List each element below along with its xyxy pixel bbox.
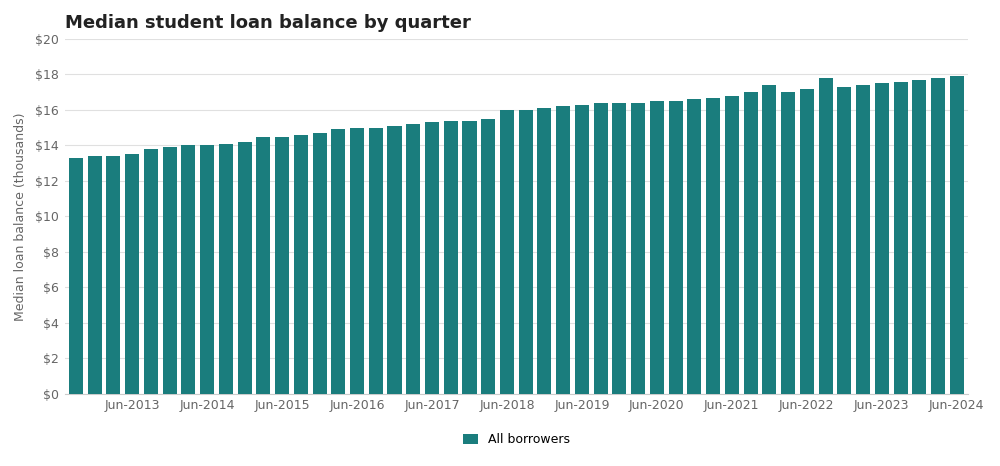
Bar xyxy=(387,126,402,394)
Bar xyxy=(556,106,570,394)
Bar xyxy=(163,147,177,394)
Bar xyxy=(875,83,889,394)
Bar xyxy=(425,123,439,394)
Bar xyxy=(931,78,945,394)
Y-axis label: Median loan balance (thousands): Median loan balance (thousands) xyxy=(14,112,27,321)
Bar xyxy=(275,137,289,394)
Bar xyxy=(519,110,533,394)
Bar xyxy=(331,130,345,394)
Bar xyxy=(537,108,551,394)
Bar xyxy=(800,89,814,394)
Bar xyxy=(444,121,458,394)
Bar xyxy=(744,92,758,394)
Bar xyxy=(106,156,120,394)
Bar xyxy=(631,103,645,394)
Bar xyxy=(819,78,833,394)
Bar xyxy=(856,85,870,394)
Bar xyxy=(406,124,420,394)
Legend: All borrowers: All borrowers xyxy=(458,428,575,452)
Text: Median student loan balance by quarter: Median student loan balance by quarter xyxy=(65,14,471,32)
Bar xyxy=(894,82,908,394)
Bar xyxy=(687,99,701,394)
Bar xyxy=(256,137,270,394)
Bar xyxy=(462,121,477,394)
Bar xyxy=(369,128,383,394)
Bar xyxy=(781,92,795,394)
Bar xyxy=(762,85,776,394)
Bar xyxy=(594,103,608,394)
Bar xyxy=(481,119,495,394)
Bar xyxy=(238,142,252,394)
Bar xyxy=(612,103,626,394)
Bar xyxy=(181,145,195,394)
Bar xyxy=(837,87,851,394)
Bar xyxy=(912,80,926,394)
Bar xyxy=(669,101,683,394)
Bar xyxy=(575,105,589,394)
Bar xyxy=(294,135,308,394)
Bar xyxy=(500,110,514,394)
Bar xyxy=(350,128,364,394)
Bar xyxy=(950,76,964,394)
Bar xyxy=(88,156,102,394)
Bar xyxy=(125,154,139,394)
Bar xyxy=(69,158,83,394)
Bar xyxy=(200,145,214,394)
Bar xyxy=(313,133,327,394)
Bar xyxy=(650,101,664,394)
Bar xyxy=(219,144,233,394)
Bar xyxy=(144,149,158,394)
Bar xyxy=(725,96,739,394)
Bar xyxy=(706,97,720,394)
